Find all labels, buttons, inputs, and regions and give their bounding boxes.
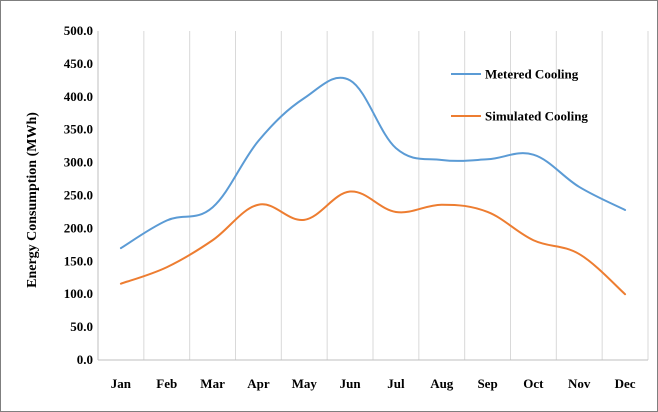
vertical-gridlines bbox=[143, 31, 649, 360]
y-tick-label: 50.0 bbox=[70, 319, 93, 334]
y-axis-tick-labels: 0.0 50.0 100.0 150.0 200.0 250.0 300.0 350.0 400… bbox=[64, 23, 93, 367]
y-tick-label: 150.0 bbox=[64, 253, 93, 268]
y-tick-label: 100.0 bbox=[64, 286, 93, 301]
y-tick-label: 250.0 bbox=[64, 188, 93, 203]
series-lines bbox=[119, 76, 627, 296]
x-tick-label: Aug bbox=[430, 376, 454, 391]
series-line-metered-cooling bbox=[119, 76, 627, 250]
x-tick-label: May bbox=[292, 376, 318, 391]
x-tick-label: Jun bbox=[340, 376, 362, 391]
x-tick-label: Oct bbox=[523, 376, 544, 391]
x-tick-label: Sep bbox=[477, 376, 497, 391]
y-tick-label: 350.0 bbox=[64, 122, 93, 137]
chart-axes bbox=[97, 31, 648, 361]
x-tick-label: Dec bbox=[615, 376, 636, 391]
x-tick-label: Jul bbox=[387, 376, 405, 391]
x-tick-label: Jan bbox=[111, 376, 132, 391]
x-axis-tick-labels: Jan Feb Mar Apr May Jun Jul Aug Sep Oct Nov Dec bbox=[111, 376, 636, 391]
y-tick-label: 450.0 bbox=[64, 56, 93, 71]
y-tick-label: 400.0 bbox=[64, 89, 93, 104]
y-tick-label: 200.0 bbox=[64, 220, 93, 235]
y-tick-label: 500.0 bbox=[64, 23, 93, 38]
series-line-simulated-cooling bbox=[119, 190, 627, 296]
y-axis-label: Energy Consumption (MWh) bbox=[25, 112, 40, 288]
x-tick-label: Feb bbox=[156, 376, 177, 391]
x-tick-label: Nov bbox=[568, 376, 591, 391]
x-tick-label: Apr bbox=[247, 376, 270, 391]
y-tick-label: 300.0 bbox=[64, 155, 93, 170]
legend-label: Simulated Cooling bbox=[485, 109, 588, 124]
legend-label: Metered Cooling bbox=[485, 67, 579, 82]
y-tick-label: 0.0 bbox=[77, 352, 93, 367]
legend: Metered Cooling Simulated Cooling bbox=[451, 67, 588, 124]
x-tick-label: Mar bbox=[200, 376, 225, 391]
